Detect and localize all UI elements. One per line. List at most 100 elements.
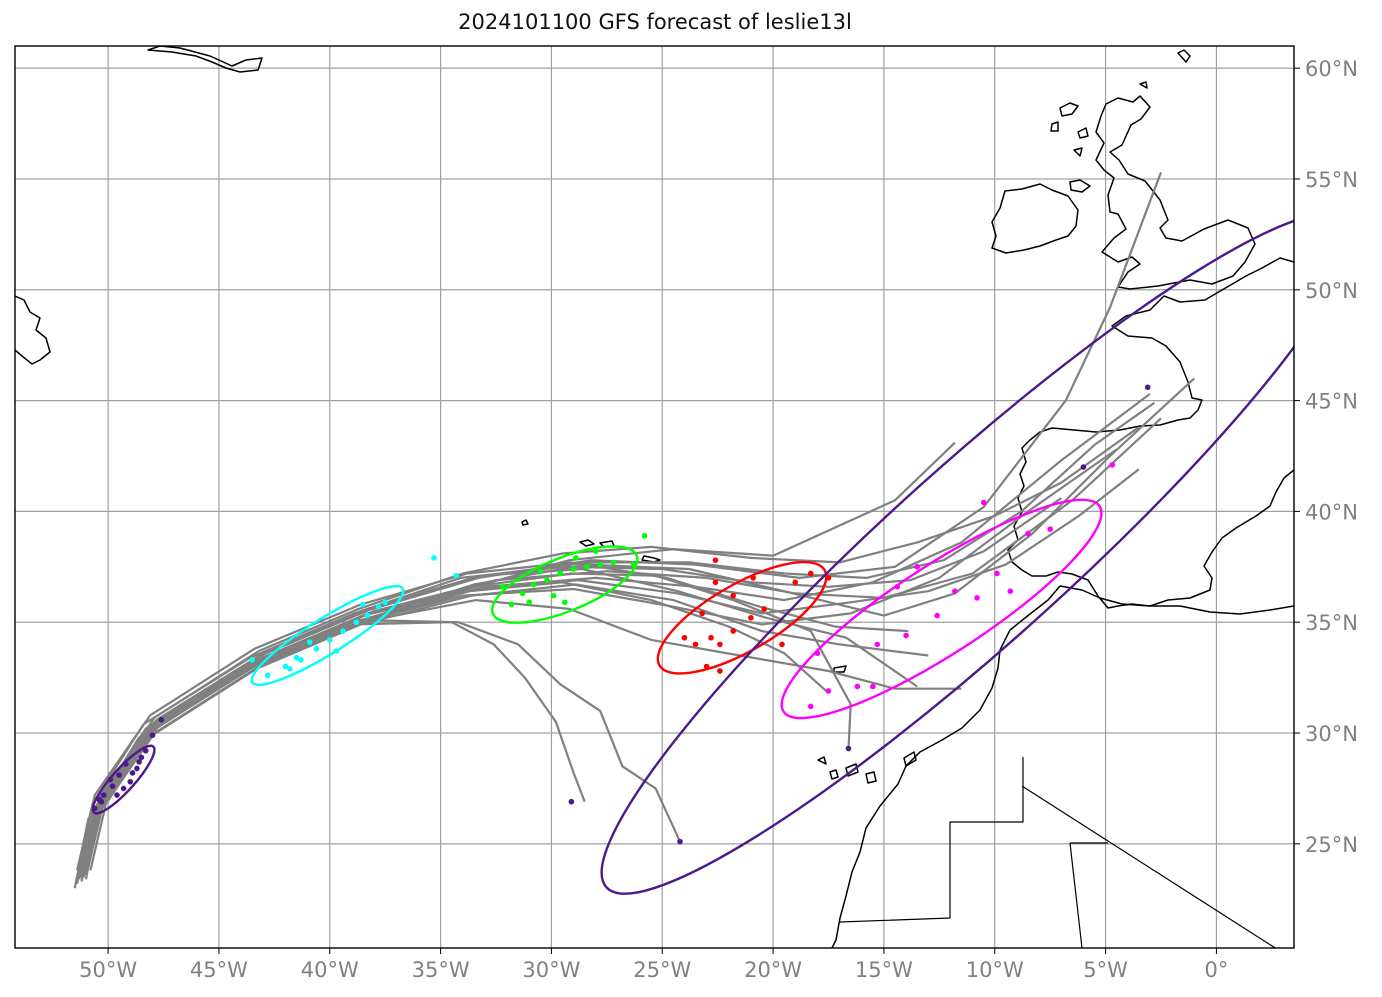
coastline-africa-north-coast <box>1059 585 1294 615</box>
forecast-point <box>353 619 360 626</box>
forecast-point <box>550 592 557 599</box>
y-tick-label: 30°N <box>1305 722 1358 746</box>
forecast-point <box>750 575 756 581</box>
ensemble-track <box>84 468 1140 880</box>
x-tick-label: 45°W <box>190 958 248 982</box>
forecast-point <box>717 641 723 648</box>
forecast-point <box>298 657 304 663</box>
forecast-point <box>340 628 346 634</box>
uncertainty-ellipse <box>490 545 639 624</box>
uncertainty-ellipse <box>600 212 1294 895</box>
coastline-north-africa <box>831 585 1061 948</box>
forecast-point <box>980 499 987 506</box>
longitude-ticks: 50°W 45°W 40°W 35°W 30°W 25°W 20°W 15°W 10°W 5°W 0… <box>79 948 1228 982</box>
forecast-point <box>677 838 683 845</box>
ensemble-track <box>80 618 681 873</box>
forecast-point <box>825 575 832 581</box>
forecast-point <box>870 683 876 690</box>
forecast-point <box>109 783 116 790</box>
forecast-point <box>360 601 366 608</box>
forecast-point <box>779 641 785 648</box>
forecast-point <box>138 754 145 761</box>
forecast-point <box>845 745 852 752</box>
coastline-great-britain <box>1095 95 1256 290</box>
forecast-point <box>499 583 506 590</box>
x-tick-label: 10°W <box>966 958 1024 982</box>
forecast-point <box>761 606 768 612</box>
ensemble-track <box>78 561 909 862</box>
forecast-point <box>584 564 590 570</box>
forecast-positions <box>91 384 1151 845</box>
y-tick-label: 55°N <box>1305 168 1358 192</box>
forecast-point <box>526 599 533 606</box>
forecast-point <box>894 583 901 590</box>
y-tick-label: 35°N <box>1305 611 1358 635</box>
forecast-point <box>326 637 333 643</box>
forecast-point <box>934 612 940 619</box>
forecast-point <box>874 641 881 648</box>
forecast-point <box>129 770 136 776</box>
forecast-point <box>854 683 861 690</box>
forecast-point <box>453 572 459 579</box>
forecast-point <box>814 650 821 657</box>
forecast-point <box>748 614 754 621</box>
forecast-point <box>149 732 156 739</box>
ensemble-track <box>82 426 1140 865</box>
forecast-point <box>107 776 114 783</box>
forecast-point <box>382 599 388 606</box>
forecast-point <box>717 668 723 674</box>
forecast-point <box>307 639 313 645</box>
forecast-point <box>641 532 648 539</box>
forecast-point <box>98 798 105 805</box>
coastlines <box>15 46 1294 948</box>
forecast-point <box>100 792 107 798</box>
forecast-point <box>530 581 537 588</box>
forecast-point <box>293 654 300 661</box>
forecast-point <box>914 564 920 570</box>
forecast-point <box>974 595 980 601</box>
forecast-point <box>807 570 814 577</box>
forecast-point <box>903 632 909 639</box>
forecast-point <box>431 555 437 561</box>
ensemble-track <box>87 401 1156 867</box>
forecast-point <box>120 785 127 792</box>
x-tick-label: 50°W <box>79 958 137 982</box>
uncertainty-ellipse <box>656 560 828 675</box>
y-tick-label: 25°N <box>1305 833 1358 857</box>
forecast-point <box>708 634 714 641</box>
ensemble-track <box>80 393 1151 878</box>
forecast-point <box>807 703 814 710</box>
forecast-point <box>730 628 736 634</box>
border-lines <box>839 757 1277 948</box>
x-tick-label: 20°W <box>744 958 802 982</box>
x-tick-label: 5°W <box>1083 958 1128 982</box>
forecast-point <box>570 566 577 572</box>
x-tick-label: 0° <box>1204 958 1228 982</box>
coastline-canary-islands <box>521 519 917 784</box>
map-title: 2024101100 GFS forecast of leslie13l <box>458 10 852 34</box>
forecast-point <box>1047 526 1053 532</box>
uncertainty-ellipses <box>91 212 1294 895</box>
graticule <box>15 46 1294 948</box>
forecast-point <box>712 579 719 586</box>
map-frame <box>14 45 1295 949</box>
forecast-point <box>333 648 340 654</box>
coastline-ireland <box>991 183 1079 254</box>
forecast-point <box>91 805 98 812</box>
forecast-point <box>699 610 705 617</box>
forecast-point <box>544 577 550 583</box>
y-tick-label: 40°N <box>1305 500 1358 524</box>
forecast-point <box>681 634 688 641</box>
forecast-point <box>610 559 617 566</box>
forecast-point <box>1025 530 1031 537</box>
forecast-point <box>313 646 320 652</box>
uncertainty-ellipse <box>91 744 156 815</box>
x-tick-label: 30°W <box>522 958 580 982</box>
forecast-point <box>994 570 1000 577</box>
forecast-point <box>1109 462 1116 468</box>
forecast-point <box>264 672 271 679</box>
forecast-point <box>127 778 134 785</box>
y-tick-label: 45°N <box>1305 390 1358 414</box>
forecast-point <box>114 792 120 798</box>
